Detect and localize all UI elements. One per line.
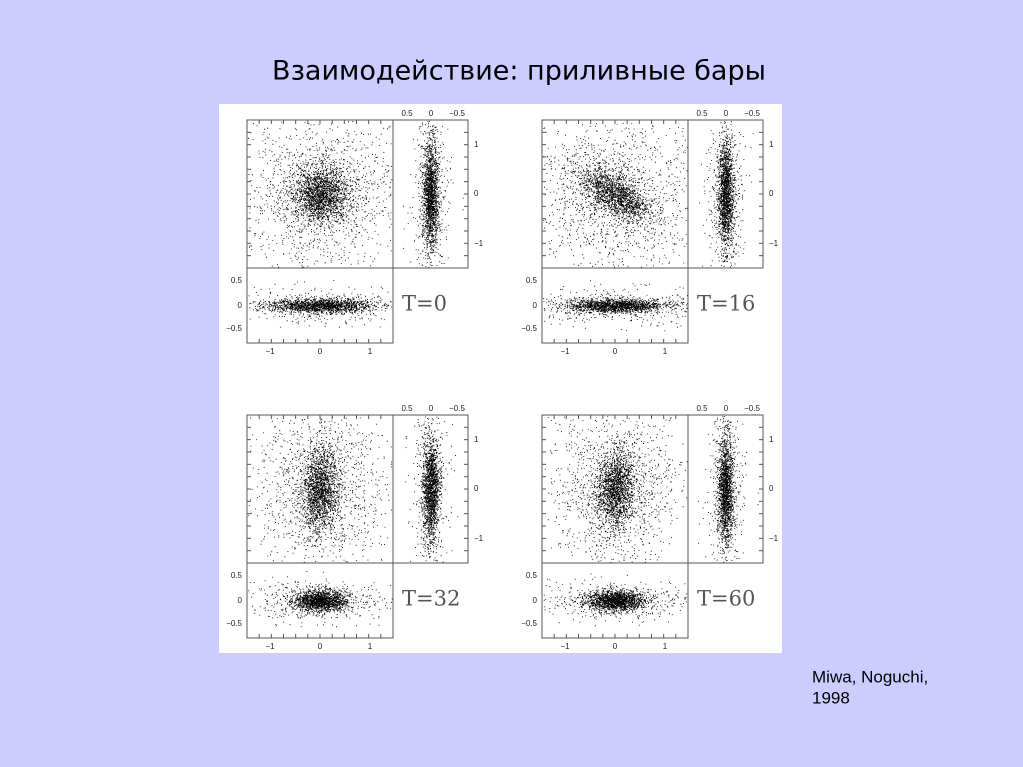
- tick-label: 0.5: [401, 109, 413, 118]
- tick-label: 0.5: [696, 109, 708, 118]
- tick-label: 1: [368, 347, 373, 356]
- tick-label: 0: [474, 484, 479, 493]
- time-label: T=32: [402, 587, 460, 611]
- particles: [543, 573, 688, 627]
- tick-label: −0.5: [449, 109, 465, 118]
- tick-label: 0: [533, 301, 538, 310]
- particles: [699, 121, 754, 268]
- particles: [543, 122, 688, 268]
- tick-label: 0: [769, 484, 774, 493]
- particles: [248, 571, 393, 628]
- tick-label: −0.5: [449, 404, 465, 413]
- particles: [697, 416, 759, 563]
- citation: 1998: [812, 688, 850, 707]
- tick-label: −1: [265, 642, 275, 651]
- tick-label: −0.5: [521, 324, 537, 333]
- tick-label: 0.5: [231, 276, 243, 285]
- tick-label: −0.5: [226, 619, 242, 628]
- tick-label: −1: [474, 239, 484, 248]
- tick-label: 0.5: [696, 404, 708, 413]
- tick-label: 1: [663, 347, 668, 356]
- tick-label: −1: [560, 642, 570, 651]
- tick-label: −1: [265, 347, 275, 356]
- tick-label: 1: [474, 140, 479, 149]
- tick-label: 0: [769, 189, 774, 198]
- tick-label: 1: [474, 435, 479, 444]
- tick-label: −1: [560, 347, 570, 356]
- particles: [248, 121, 393, 268]
- particles: [402, 121, 464, 268]
- tick-label: 0.5: [526, 276, 538, 285]
- tick-label: −0.5: [744, 404, 760, 413]
- tick-label: 0: [474, 189, 479, 198]
- tick-label: 0: [724, 109, 729, 118]
- tick-label: 0.5: [231, 571, 243, 580]
- time-label: T=0: [402, 292, 447, 316]
- citation: Miwa, Noguchi,: [812, 667, 928, 686]
- slide-title: Взаимодействие: приливные бары: [272, 56, 766, 87]
- tick-label: −1: [474, 534, 484, 543]
- time-label: T=16: [697, 292, 755, 316]
- particles: [248, 280, 393, 328]
- tick-label: 1: [663, 642, 668, 651]
- tick-label: 0: [613, 642, 618, 651]
- tick-label: −1: [769, 239, 779, 248]
- tick-label: 0: [429, 109, 434, 118]
- particles: [544, 416, 688, 563]
- tick-label: −0.5: [226, 324, 242, 333]
- tick-label: −0.5: [744, 109, 760, 118]
- tick-label: 0: [238, 301, 243, 310]
- tick-label: 0: [318, 642, 323, 651]
- tick-label: 0: [429, 404, 434, 413]
- time-label: T=60: [697, 587, 755, 611]
- tick-label: 0: [533, 596, 538, 605]
- particles: [248, 416, 392, 563]
- tick-label: −0.5: [521, 619, 537, 628]
- tick-label: 0.5: [526, 571, 538, 580]
- tick-label: 1: [368, 642, 373, 651]
- figure: 0.5 0 −0.5 1 0 −1 0.5 0 −0.5 −1 0 1 T=0 0.5 0 −0.5 1 0 −1 0…: [226, 109, 778, 651]
- tick-label: 0: [724, 404, 729, 413]
- figure-background: [219, 104, 782, 653]
- particles: [543, 280, 688, 332]
- tick-label: 0: [613, 347, 618, 356]
- tick-label: 0: [318, 347, 323, 356]
- tick-label: 0: [238, 596, 243, 605]
- tick-label: −1: [769, 534, 779, 543]
- tick-label: 0.5: [401, 404, 413, 413]
- tick-label: 1: [769, 140, 774, 149]
- tick-label: 1: [769, 435, 774, 444]
